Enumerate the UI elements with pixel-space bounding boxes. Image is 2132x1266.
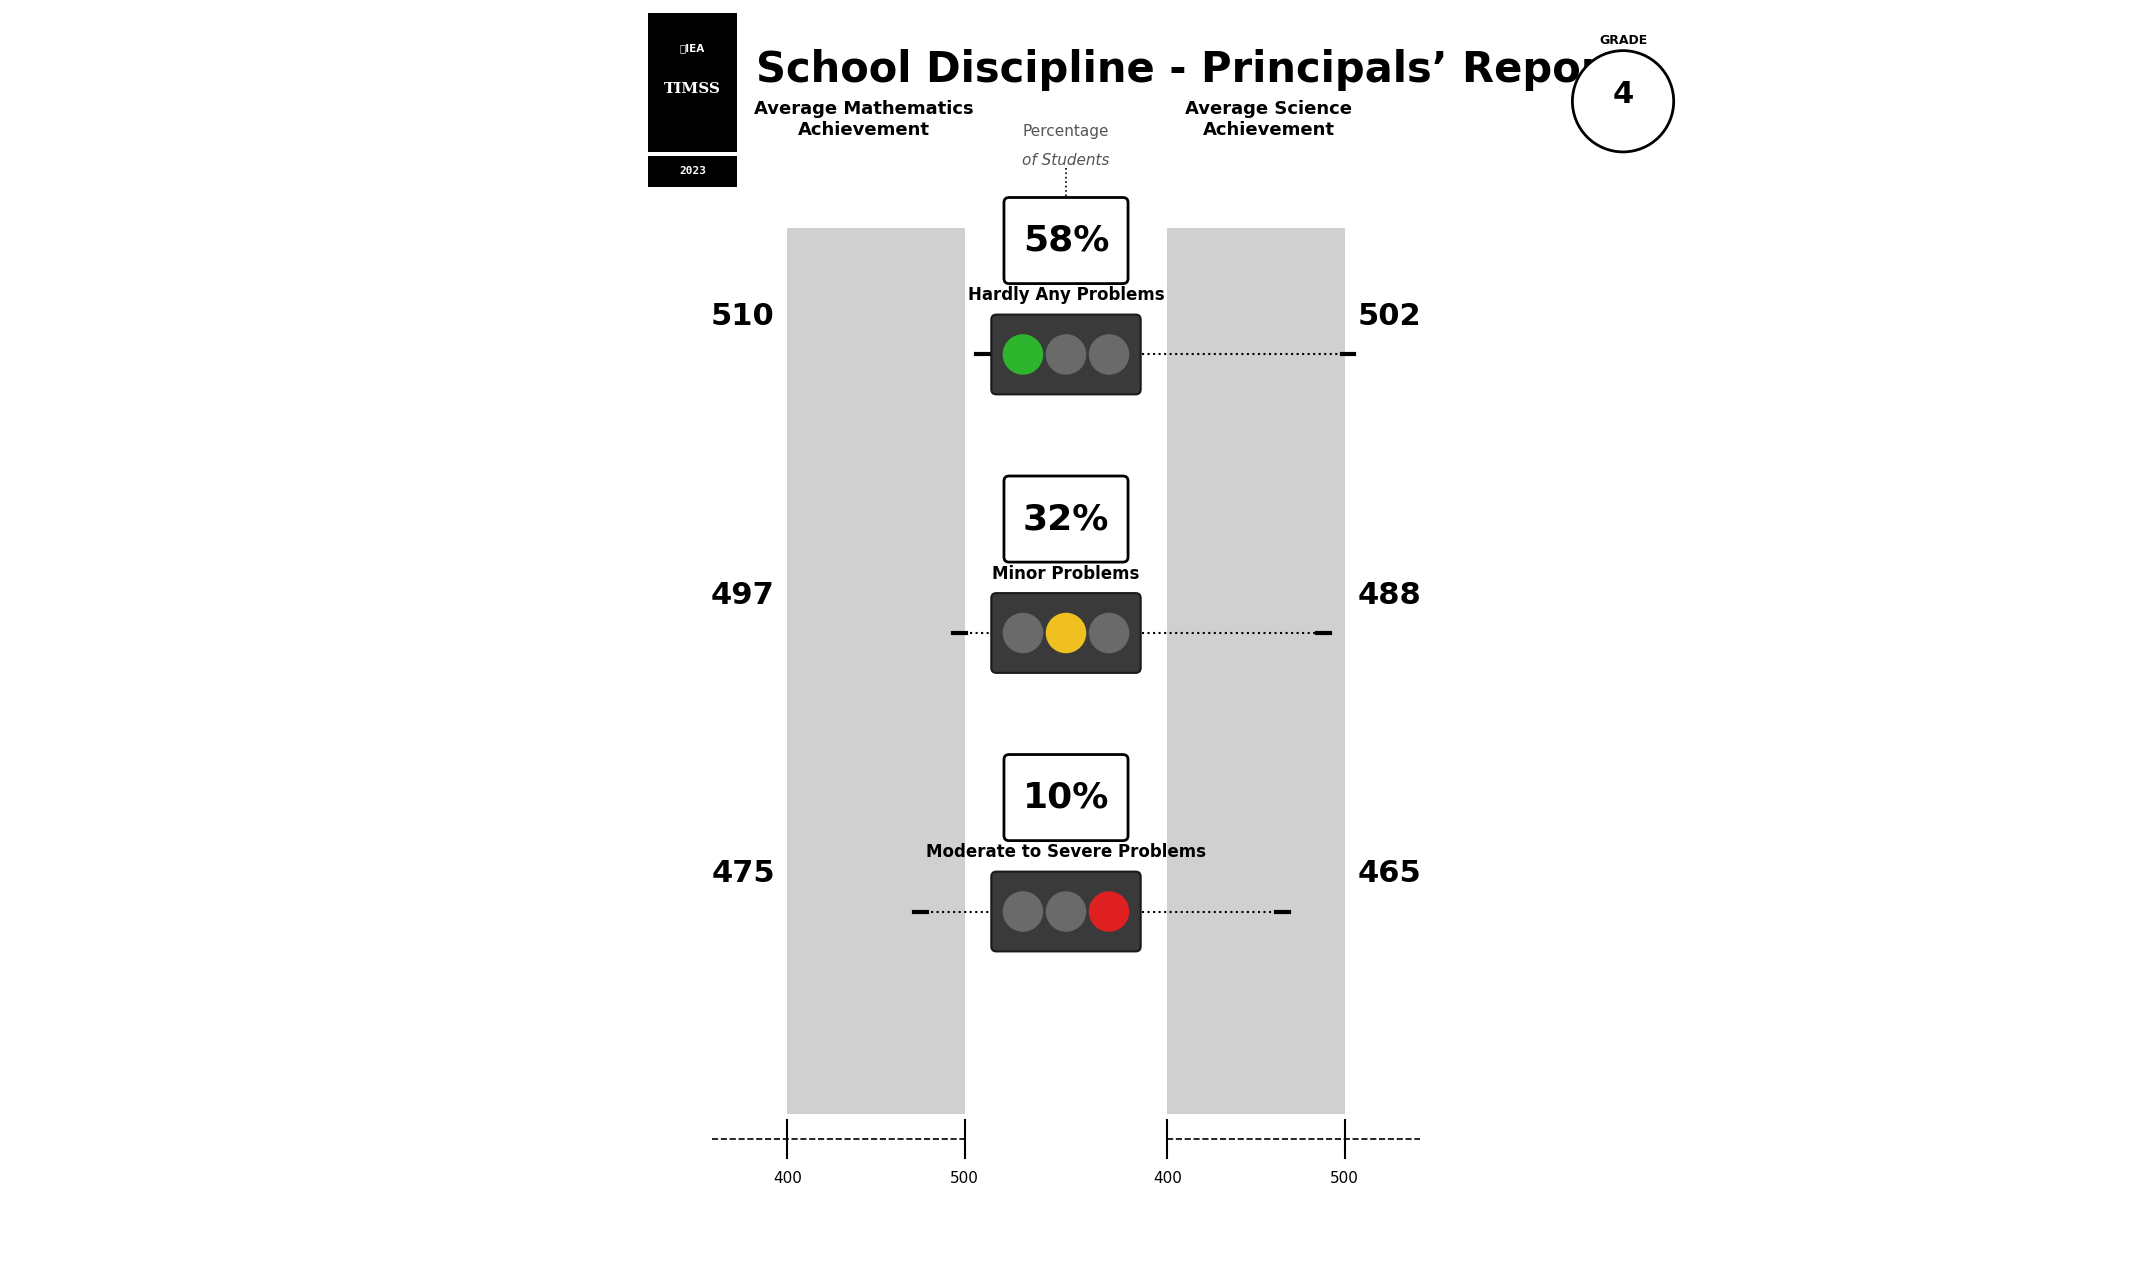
Text: 4: 4	[1612, 81, 1633, 109]
FancyBboxPatch shape	[1004, 197, 1128, 284]
Circle shape	[1002, 613, 1043, 653]
Circle shape	[1089, 613, 1130, 653]
Text: 500: 500	[1330, 1171, 1358, 1186]
Text: 497: 497	[712, 581, 774, 609]
Bar	[648, 13, 738, 152]
FancyBboxPatch shape	[1004, 755, 1128, 841]
Text: 10%: 10%	[1023, 781, 1109, 814]
Text: ⓄIEA: ⓄIEA	[680, 43, 706, 53]
Circle shape	[1002, 334, 1043, 375]
Bar	[1168, 228, 1345, 1114]
Text: 475: 475	[712, 860, 774, 887]
Text: of Students: of Students	[1021, 153, 1111, 168]
FancyBboxPatch shape	[991, 315, 1141, 395]
Text: 465: 465	[1358, 860, 1420, 887]
Text: Average Mathematics
Achievement: Average Mathematics Achievement	[753, 100, 972, 139]
Text: 32%: 32%	[1023, 503, 1109, 536]
Circle shape	[1045, 334, 1087, 375]
Text: Average Science
Achievement: Average Science Achievement	[1185, 100, 1352, 139]
Circle shape	[1573, 51, 1674, 152]
Bar	[648, 156, 738, 187]
Text: GRADE: GRADE	[1599, 34, 1648, 47]
Text: School Discipline - Principals’ Reports: School Discipline - Principals’ Reports	[757, 48, 1646, 91]
Text: 400: 400	[1153, 1171, 1181, 1186]
Text: Percentage: Percentage	[1023, 124, 1109, 139]
Text: 500: 500	[951, 1171, 979, 1186]
Text: 510: 510	[712, 303, 774, 330]
Circle shape	[1089, 891, 1130, 932]
Circle shape	[1045, 891, 1087, 932]
FancyBboxPatch shape	[991, 871, 1141, 952]
Circle shape	[1089, 334, 1130, 375]
Text: TIMSS: TIMSS	[663, 81, 721, 96]
Text: 58%: 58%	[1023, 224, 1109, 257]
Text: Hardly Any Problems: Hardly Any Problems	[968, 286, 1164, 304]
Text: Minor Problems: Minor Problems	[991, 565, 1141, 582]
Text: 400: 400	[774, 1171, 802, 1186]
Text: 2023: 2023	[678, 166, 706, 176]
FancyBboxPatch shape	[1004, 476, 1128, 562]
Text: 488: 488	[1358, 581, 1420, 609]
Bar	[787, 228, 964, 1114]
Circle shape	[1045, 613, 1087, 653]
Text: 502: 502	[1358, 303, 1420, 330]
FancyBboxPatch shape	[991, 592, 1141, 674]
Text: Moderate to Severe Problems: Moderate to Severe Problems	[925, 843, 1207, 861]
Circle shape	[1002, 891, 1043, 932]
